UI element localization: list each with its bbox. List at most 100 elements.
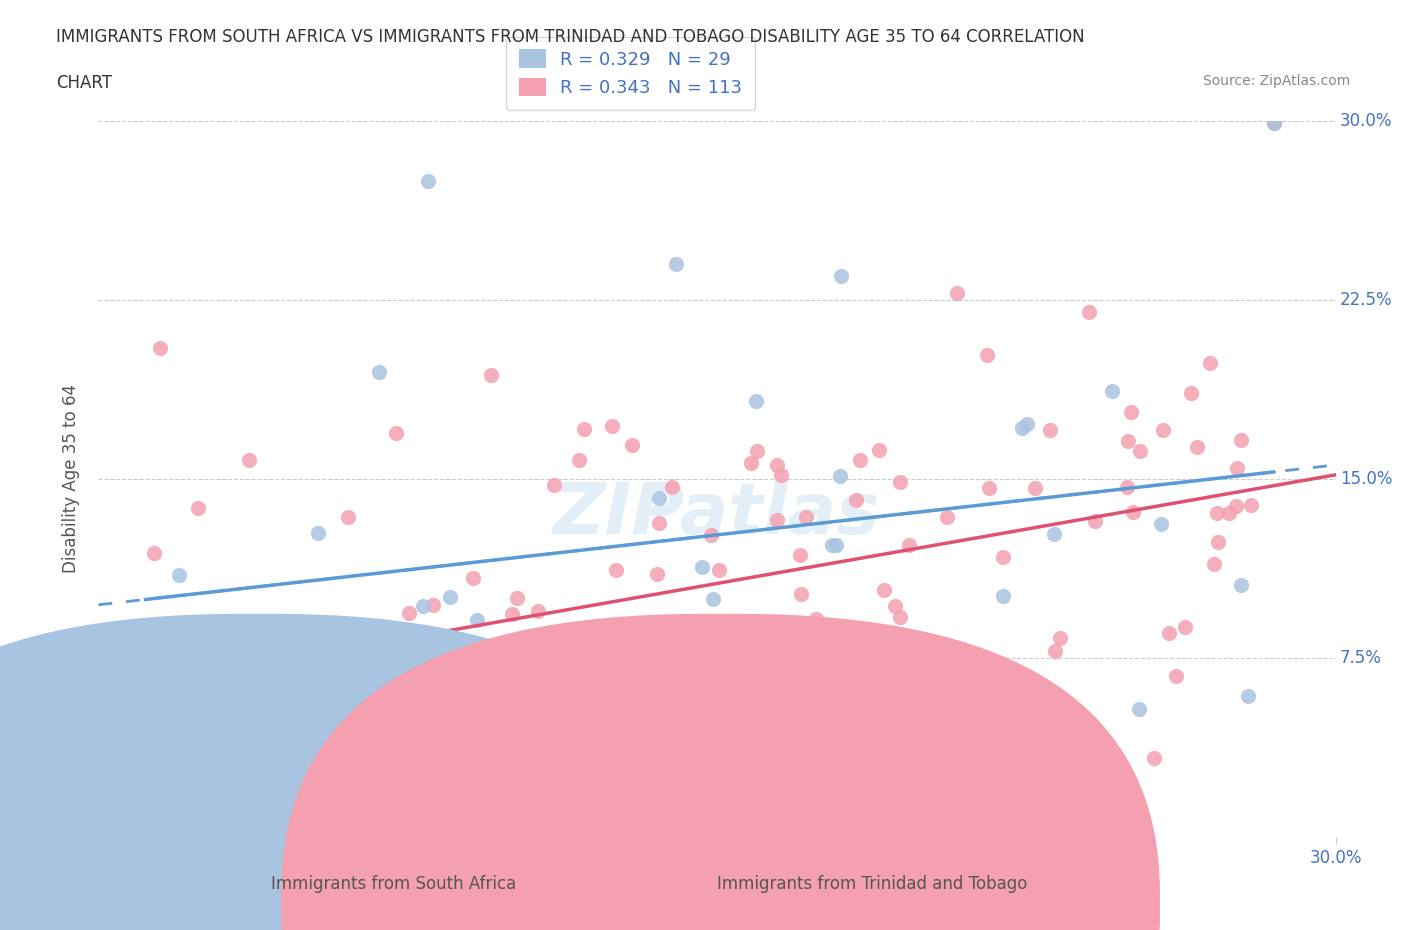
Point <box>1150 517 1173 532</box>
Point <box>1174 619 1197 634</box>
Point <box>690 560 713 575</box>
Point <box>276 698 298 712</box>
Text: Source: ZipAtlas.com: Source: ZipAtlas.com <box>1202 74 1350 88</box>
Point <box>1011 420 1033 435</box>
Point <box>463 700 485 715</box>
Point <box>993 589 1015 604</box>
Point <box>508 775 530 790</box>
Point <box>700 527 723 542</box>
Point <box>592 707 614 722</box>
Point <box>966 827 988 842</box>
Point <box>124 624 146 639</box>
Point <box>1199 355 1222 370</box>
Point <box>1122 505 1144 520</box>
Point <box>1237 689 1260 704</box>
Point <box>665 257 688 272</box>
Point <box>1039 423 1062 438</box>
Point <box>1263 116 1285 131</box>
Text: 22.5%: 22.5% <box>1340 291 1392 309</box>
Point <box>527 604 550 618</box>
Point <box>135 743 157 758</box>
Point <box>873 582 896 597</box>
Point <box>1263 116 1285 131</box>
Point <box>1230 578 1253 592</box>
Point <box>1119 405 1142 419</box>
Point <box>624 730 647 745</box>
Point <box>1049 631 1071 645</box>
Point <box>1084 513 1107 528</box>
Point <box>337 510 360 525</box>
Point <box>398 606 420 621</box>
Point <box>1218 505 1240 520</box>
Point <box>492 683 515 698</box>
Point <box>1225 498 1247 513</box>
Point <box>1078 304 1101 319</box>
Point <box>661 479 683 494</box>
Point <box>834 647 856 662</box>
Point <box>465 613 488 628</box>
Point <box>342 776 364 790</box>
Legend: R = 0.329   N = 29, R = 0.343   N = 113: R = 0.329 N = 29, R = 0.343 N = 113 <box>506 37 755 110</box>
Point <box>977 481 1000 496</box>
Point <box>807 647 830 662</box>
Point <box>1017 417 1039 432</box>
Point <box>380 732 402 747</box>
Point <box>238 453 260 468</box>
Text: CHART: CHART <box>56 74 112 92</box>
Point <box>330 790 353 805</box>
Point <box>463 571 485 586</box>
Point <box>169 567 191 582</box>
Point <box>1157 626 1180 641</box>
Point <box>806 612 828 627</box>
Point <box>779 624 801 639</box>
Point <box>602 785 624 800</box>
Point <box>166 659 188 674</box>
Point <box>745 444 768 458</box>
Point <box>1152 423 1174 438</box>
Point <box>418 173 440 188</box>
Point <box>136 788 159 803</box>
Point <box>883 598 905 613</box>
Point <box>454 666 477 681</box>
Point <box>707 755 730 770</box>
Point <box>1043 644 1066 658</box>
Point <box>600 418 623 433</box>
Point <box>315 624 337 639</box>
Point <box>789 587 811 602</box>
Point <box>1118 433 1140 448</box>
Text: Immigrants from South Africa: Immigrants from South Africa <box>271 875 516 893</box>
Point <box>868 443 890 458</box>
Point <box>572 422 595 437</box>
Point <box>702 591 724 606</box>
Point <box>1226 460 1249 475</box>
Point <box>889 475 911 490</box>
Point <box>384 426 406 441</box>
Point <box>384 763 406 777</box>
Point <box>1206 506 1229 521</box>
Point <box>356 620 378 635</box>
Point <box>648 515 671 530</box>
Point <box>703 827 725 842</box>
Point <box>1143 751 1166 765</box>
Point <box>422 597 444 612</box>
Point <box>845 493 868 508</box>
Point <box>740 456 762 471</box>
Point <box>605 563 627 578</box>
Point <box>307 525 329 540</box>
Point <box>1101 383 1123 398</box>
Point <box>1024 481 1046 496</box>
Y-axis label: Disability Age 35 to 64: Disability Age 35 to 64 <box>62 384 80 574</box>
Point <box>479 367 502 382</box>
Point <box>266 711 288 725</box>
Point <box>621 438 644 453</box>
Point <box>177 628 200 643</box>
Point <box>745 393 768 408</box>
Point <box>710 653 733 668</box>
Point <box>505 591 527 605</box>
Point <box>283 644 305 659</box>
Point <box>1180 386 1202 401</box>
Point <box>149 340 172 355</box>
Point <box>789 548 811 563</box>
Point <box>824 538 846 552</box>
Point <box>1043 527 1066 542</box>
